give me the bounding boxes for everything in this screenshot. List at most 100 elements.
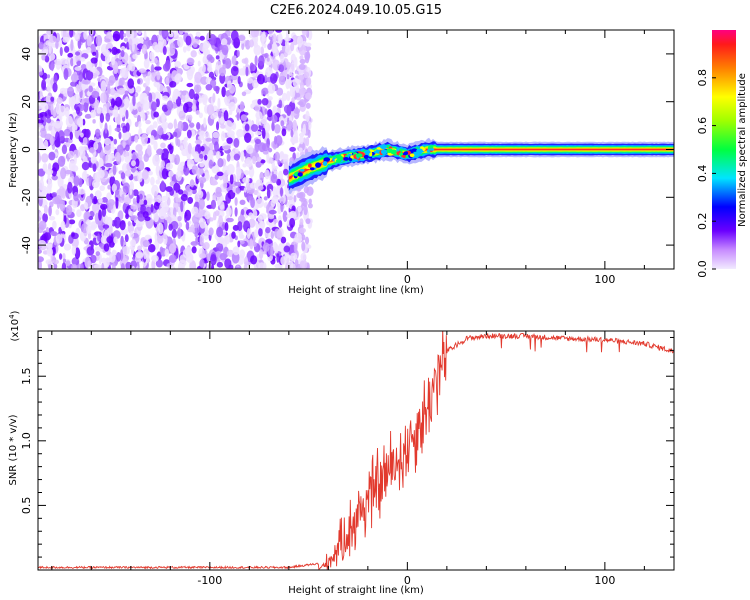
noise-blob xyxy=(120,45,126,52)
noise-blob xyxy=(289,146,296,152)
noise-blob xyxy=(196,168,201,180)
noise-blob xyxy=(261,127,266,140)
noise-blob xyxy=(215,55,220,60)
noise-blob xyxy=(115,189,120,196)
noise-blob xyxy=(141,112,146,122)
noise-blob xyxy=(150,176,155,186)
noise-blob xyxy=(232,246,240,256)
noise-blob xyxy=(215,151,221,160)
spectrogram-frame xyxy=(37,29,675,270)
x-tick-label: 100 xyxy=(594,273,615,286)
noise-blob xyxy=(53,74,58,85)
noise-blob xyxy=(182,46,187,53)
noise-blob xyxy=(156,232,164,244)
noise-blob xyxy=(125,144,130,152)
signal-blob xyxy=(409,153,415,158)
noise-blob xyxy=(267,83,276,94)
noise-blob xyxy=(191,129,196,137)
noise-blob xyxy=(290,42,295,52)
y-tick-label: -40 xyxy=(20,236,33,254)
noise-blob xyxy=(267,96,273,101)
noise-blob xyxy=(180,193,188,202)
noise-blob xyxy=(224,221,229,232)
noise-blob xyxy=(305,102,311,109)
noise-blob xyxy=(237,76,241,85)
noise-blob xyxy=(93,141,99,151)
noise-blob xyxy=(104,122,108,134)
noise-blob xyxy=(48,151,56,161)
noise-blob xyxy=(194,139,203,145)
noise-blob xyxy=(125,261,132,269)
noise-blob xyxy=(196,122,201,130)
noise-blob xyxy=(272,59,281,71)
noise-blob xyxy=(217,97,221,110)
noise-blob xyxy=(205,137,213,142)
noise-blob xyxy=(207,66,213,73)
noise-blob xyxy=(39,211,43,218)
noise-blob xyxy=(46,243,54,249)
noise-blob xyxy=(80,57,86,62)
noise-blob xyxy=(278,220,283,228)
noise-blob xyxy=(224,120,233,132)
y-tick-label: 0 xyxy=(20,146,33,153)
noise-blob xyxy=(161,153,165,161)
noise-blob xyxy=(41,153,49,163)
noise-blob xyxy=(205,84,213,91)
signal-blob xyxy=(343,157,350,161)
noise-blob xyxy=(230,74,239,81)
noise-blob xyxy=(228,264,234,269)
noise-blob xyxy=(172,131,178,137)
noise-blob xyxy=(302,200,308,207)
noise-blob xyxy=(120,262,125,269)
noise-blob xyxy=(305,218,311,225)
noise-blob xyxy=(169,81,177,88)
noise-blob xyxy=(48,35,57,43)
noise-blob xyxy=(202,64,206,73)
noise-blob xyxy=(130,239,137,247)
noise-blob xyxy=(229,173,234,185)
noise-blob xyxy=(219,238,223,244)
noise-blob xyxy=(290,129,294,138)
noise-blob xyxy=(221,38,228,46)
noise-blob xyxy=(284,38,289,50)
noise-blob xyxy=(42,115,47,127)
noise-blob xyxy=(215,186,222,195)
noise-blob xyxy=(142,240,150,248)
noise-blob xyxy=(67,87,74,92)
noise-blob xyxy=(150,101,157,112)
noise-blob xyxy=(198,198,205,210)
noise-blob xyxy=(305,136,310,147)
noise-blob xyxy=(226,153,231,162)
noise-blob xyxy=(102,106,108,115)
colorbar-tick-label: 0.6 xyxy=(696,117,709,135)
noise-blob xyxy=(42,212,48,223)
noise-blob xyxy=(161,115,166,124)
noise-blob xyxy=(97,233,101,242)
noise-blob xyxy=(68,219,76,225)
noise-blob xyxy=(123,33,127,38)
noise-blob xyxy=(254,104,261,112)
noise-blob xyxy=(226,130,235,138)
noise-blob xyxy=(168,223,173,231)
noise-blob xyxy=(258,227,263,237)
noise-blob xyxy=(143,251,147,260)
noise-blob xyxy=(95,128,101,137)
noise-blob xyxy=(270,231,275,239)
noise-blob xyxy=(55,40,59,50)
noise-blob xyxy=(206,54,213,61)
noise-blob xyxy=(214,210,220,217)
noise-blob xyxy=(280,256,287,266)
noise-blob xyxy=(286,90,291,102)
noise-blob xyxy=(71,263,78,269)
noise-blob xyxy=(121,67,129,79)
noise-blob xyxy=(124,96,130,107)
noise-blob xyxy=(256,73,265,85)
noise-blob xyxy=(114,127,122,132)
noise-blob xyxy=(223,110,229,122)
spectrogram-ticks: -100 0 100 -40 -20 0 20 40 xyxy=(20,30,674,286)
noise-blob xyxy=(207,149,214,160)
noise-blob xyxy=(240,150,245,162)
noise-blob xyxy=(88,85,93,93)
noise-blob xyxy=(165,162,173,170)
colorbar-gradient xyxy=(712,30,736,269)
